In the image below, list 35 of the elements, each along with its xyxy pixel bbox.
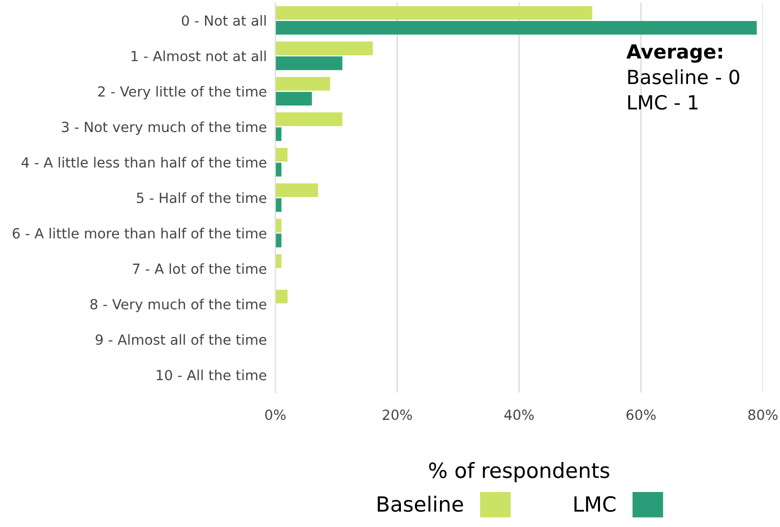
y-tick-label: 4 - A little less than half of the time [22,156,266,168]
bar [275,92,312,106]
bar [275,56,342,70]
x-tick-label: 80% [748,410,778,420]
bar [275,6,592,20]
y-tick-label: 8 - Very much of the time [90,298,266,312]
x-tick-label: 60% [626,410,656,420]
bar [275,76,330,91]
bar [275,234,282,248]
y-tick-label: 9 - Almost all of the time [96,334,266,345]
annotation: LMC - 1 [628,94,698,110]
y-tick-label: 1 - Almost not at all [132,50,266,62]
y-tick-label: 0 - Not at all [182,15,266,26]
legend-label: LMC [574,496,616,512]
bar [275,20,757,35]
y-tick-label: 6 - A little more than half of the time [12,228,266,239]
bar [275,42,373,56]
y-tick-label: 5 - Half of the time [136,192,266,204]
y-tick-label: 2 - Very little of the time [98,86,266,100]
y-tick-label: 3 - Not very much of the time [62,121,266,135]
bar [275,183,318,198]
bar [275,290,288,304]
bar [275,254,282,268]
bar [275,112,342,126]
bar [275,148,288,162]
legend-title: % of respondents [429,462,610,482]
annotation: Average: [626,44,722,63]
annotation: Baseline - 0 [628,69,740,84]
bar [275,198,282,212]
y-tick-label: 10 - All the time [156,370,266,380]
legend-label: Baseline [378,496,463,512]
x-tick-label: 0% [265,410,286,420]
x-tick-label: 40% [504,410,534,420]
x-tick-label: 20% [382,410,412,420]
y-tick-label: 7 - A lot of the time [132,263,266,274]
